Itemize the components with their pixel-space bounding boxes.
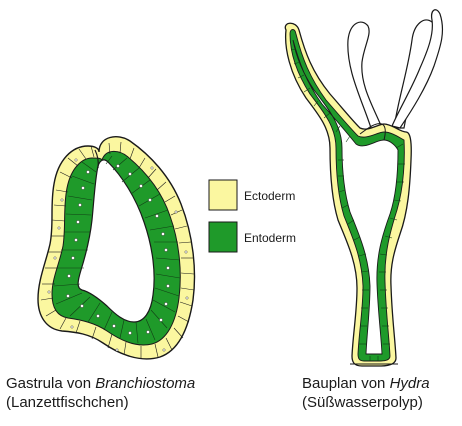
legend-label-ectoderm: Ectoderm (244, 189, 296, 203)
caption-gastrula: Gastrula von Branchiostoma (Lanzettfisch… (6, 374, 195, 412)
hydra-gastric-cavity (292, 39, 399, 355)
hydra-hypostome (359, 123, 386, 141)
caption-hydra-line2: (Süßwasserpolyp) (302, 394, 423, 411)
caption-hydra: Bauplan von Hydra (Süßwasserpolyp) (302, 374, 430, 412)
caption-gastrula-line1: Gastrula von Branchiostoma (6, 375, 196, 392)
hydra-cell-walls (290, 48, 405, 361)
hydra-tentacle-back-1 (347, 21, 383, 129)
gastrula-blastopore (94, 149, 99, 169)
legend-swatch-ectoderm (208, 179, 238, 211)
gastrula-nuclei (47, 158, 189, 352)
gastrula-branchiostoma (37, 136, 196, 360)
legend (208, 179, 238, 253)
legend-swatch-entoderm (208, 221, 238, 253)
hydra-tentacle-back-3 (391, 9, 444, 129)
gastrula-cell-walls (40, 141, 195, 359)
gastrula-archenteron (77, 159, 155, 323)
caption-gastrula-line2: (Lanzettfischchen) (6, 394, 129, 411)
hydra-body-plan (284, 9, 444, 367)
caption-hydra-line1: Bauplan von Hydra (302, 375, 430, 392)
legend-label-entoderm: Entoderm (244, 231, 297, 245)
